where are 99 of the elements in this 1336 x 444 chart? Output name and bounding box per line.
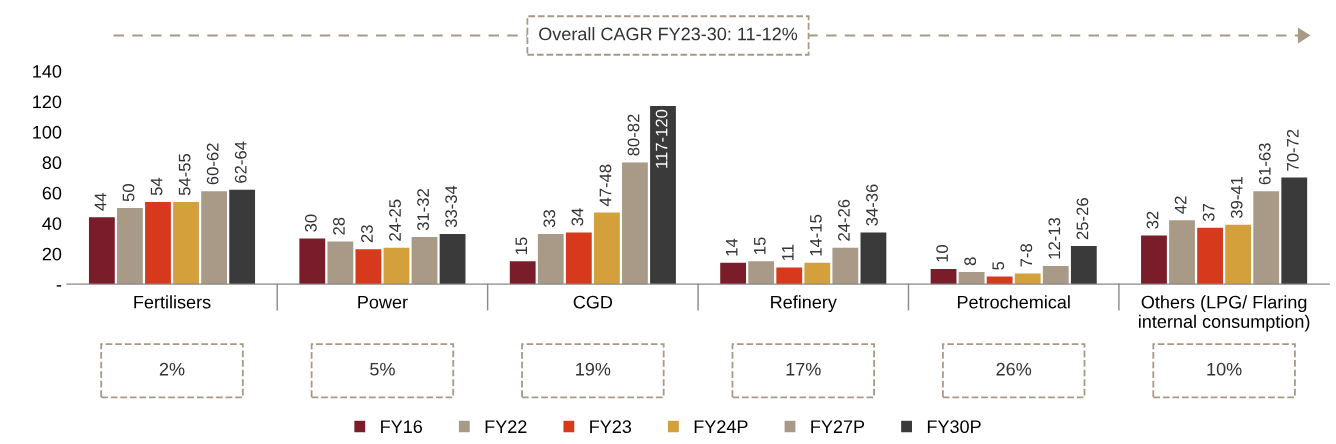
bar [1225,224,1252,285]
bar [1141,235,1167,285]
data-label: 32 [1146,211,1159,229]
data-label: 31-32 [417,189,429,231]
bar [383,247,410,285]
x-tick-label: Fertilisers [134,295,211,309]
data-label: 12-13 [1048,217,1061,259]
bar [173,201,199,285]
bar [958,271,985,285]
bar [804,262,831,285]
y-tick-label: 120 [33,95,62,109]
data-label: 30 [304,214,317,232]
x-tick-label: Power [358,295,408,309]
text: Overall CAGR FY23-30: 11-12% [539,27,798,41]
data-label: 11 [782,244,794,261]
y-tick-label: 40 [42,217,62,230]
data-label: 25-26 [1076,198,1089,240]
y-tick-label: - [56,285,62,287]
legend-label: FY24P [694,420,748,433]
data-label: 60-62 [206,143,219,185]
bar [1014,273,1041,285]
bar [145,201,171,285]
data-label: 24-26 [838,199,850,241]
legend-label: FY16 [381,420,422,434]
bar [622,162,648,285]
legend-label: FY27P [811,420,865,433]
bar [650,106,676,285]
data-label: 50 [122,184,135,202]
data-label: 34 [571,208,584,226]
data-label: 14 [725,238,738,256]
text: 5% [370,362,395,376]
bar [201,191,227,285]
bar [299,238,326,285]
data-label: 62-64 [234,141,247,183]
data-label: 42 [1174,196,1187,214]
y-tick-label: 60 [42,186,62,200]
y-tick-label: 20 [42,247,62,261]
y-tick-label: 80 [42,156,62,170]
y-tick-label: 140 [33,64,62,78]
x-tick-label: Petrochemical [957,295,1070,309]
bar [860,232,887,285]
data-label: 15 [754,237,766,254]
text: 26% [996,362,1032,376]
data-label: 44 [94,193,107,211]
bar [720,262,747,285]
x-tick-label: CGD [573,295,613,309]
data-label: 34-36 [866,184,878,226]
bar [439,233,466,285]
bar [1197,227,1223,285]
data-label: 28 [333,217,345,235]
text: 17% [786,362,821,376]
data-label: 15 [515,237,528,254]
data-label: 5 [992,261,1005,270]
bar [593,212,620,285]
x-tick-label: Others (LPG/ Flaring internal consumption) [1139,295,1310,332]
bar [355,249,382,285]
data-label: 47-48 [599,164,612,207]
data-label: 23 [361,225,373,243]
data-label: 70-72 [1286,129,1299,171]
bar [327,241,354,285]
data-label: 54-55 [178,153,191,196]
bar [1253,191,1280,285]
data-label: 80-82 [627,114,640,156]
legend-label: FY23 [590,420,632,434]
data-label: 10 [936,244,949,262]
legend-label: FY30P [927,420,981,434]
bar [117,208,143,285]
text: 19% [576,362,611,376]
data-label: 33-34 [445,185,458,228]
data-label: 61-63 [1258,143,1271,185]
bar [1281,177,1308,285]
bar [88,217,115,285]
bar [1042,265,1069,285]
bar [565,232,592,285]
y-tick-label: 100 [33,125,62,139]
data-label: 54 [150,177,163,196]
data-label: 37 [1202,204,1215,222]
bar [930,268,957,285]
bar [986,276,1013,285]
bar [229,189,256,285]
text: 2% [159,362,185,376]
legend-label: FY22 [485,420,527,433]
bar [1070,246,1097,285]
bar [509,261,536,285]
bar [411,236,438,285]
bar [776,267,803,285]
data-label: 39-41 [1230,176,1243,219]
data-label: 24-25 [389,199,401,241]
bar [1169,220,1195,285]
data-label: 117-120 [655,109,668,168]
bar [537,233,564,285]
bar [832,247,859,285]
bar [748,261,775,285]
data-label: 14-15 [810,214,822,256]
x-tick-label: Refinery [771,295,837,313]
data-label: 33 [543,210,556,228]
data-label: 7-8 [1020,244,1033,267]
text: 10% [1207,362,1242,376]
data-label: 8 [964,257,977,266]
